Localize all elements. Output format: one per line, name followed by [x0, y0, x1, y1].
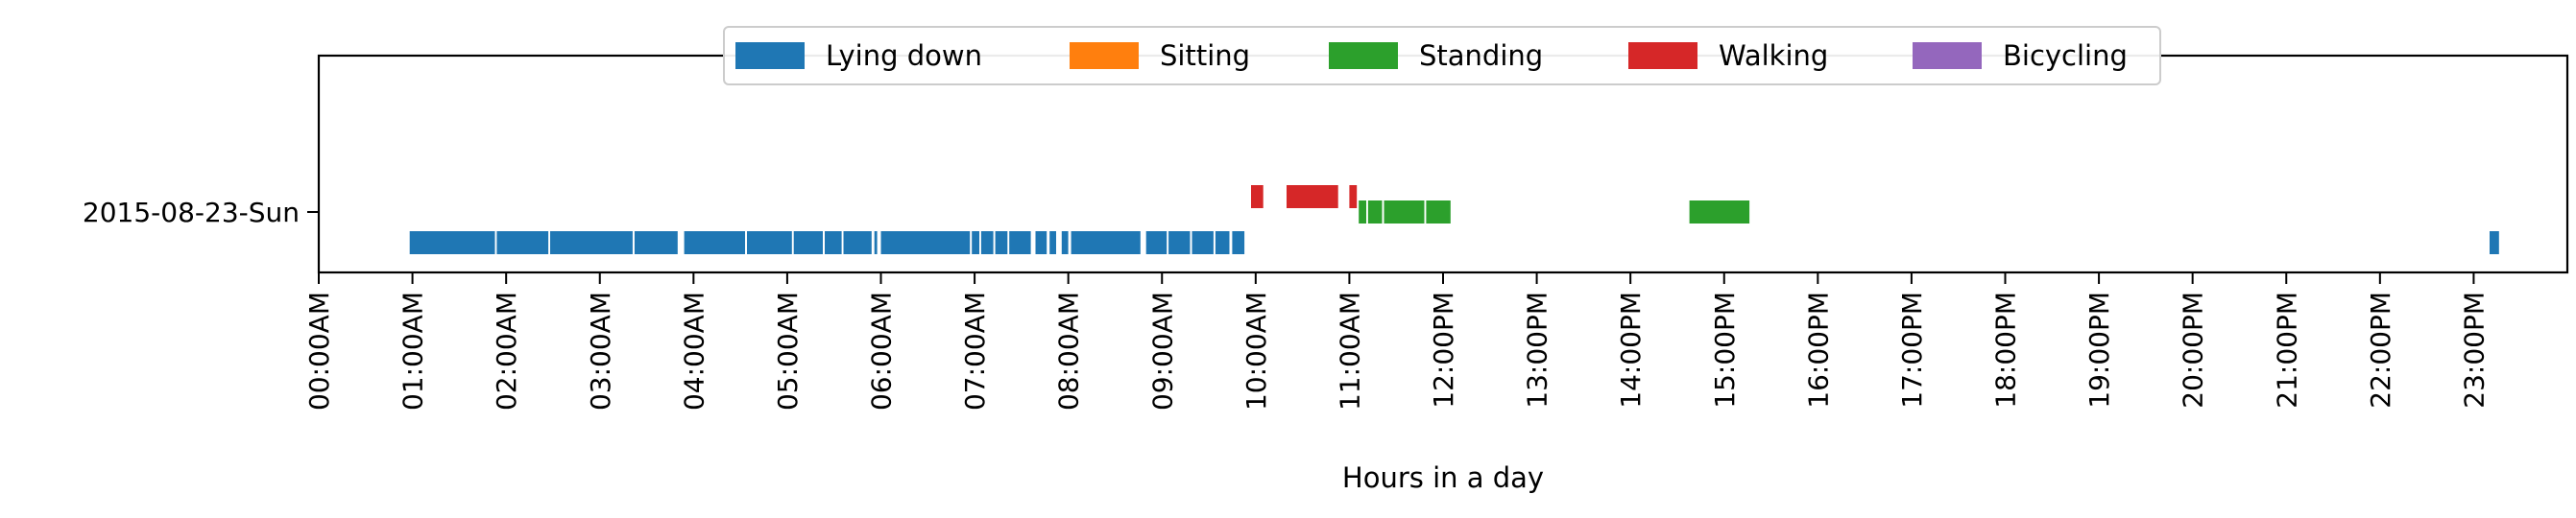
x-tick-label: 13:00PM [1522, 292, 1553, 409]
bar-lying-down-16 [1049, 231, 1056, 254]
legend-label-walking: Walking [1719, 39, 1828, 72]
x-tick-label: 09:00AM [1146, 292, 1178, 411]
x-tick-label: 08:00AM [1053, 292, 1085, 411]
bar-lying-down-0 [409, 231, 495, 254]
x-tick-label: 18:00PM [1990, 292, 2022, 409]
x-tick-label: 12:00PM [1428, 292, 1459, 409]
legend-swatch-sitting [1070, 42, 1139, 69]
bar-lying-down-5 [747, 231, 792, 254]
legend-label-sitting: Sitting [1160, 39, 1250, 72]
legend-swatch-bicycling [1913, 42, 1982, 69]
bar-lying-down-20 [1168, 231, 1191, 254]
bar-standing-4 [1689, 200, 1750, 224]
bar-lying-down-21 [1192, 231, 1214, 254]
bar-lying-down-17 [1061, 231, 1069, 254]
x-tick-label: 03:00AM [585, 292, 616, 411]
bar-standing-3 [1426, 200, 1451, 224]
bar-standing-1 [1367, 200, 1383, 224]
x-axis-label: Hours in a day [1342, 461, 1544, 494]
bar-standing-2 [1384, 200, 1425, 224]
x-tick-label: 22:00PM [2365, 292, 2396, 409]
x-tick-label: 05:00AM [772, 292, 804, 411]
bar-lying-down-6 [793, 231, 823, 254]
y-tick-label: 2015-08-23-Sun [83, 197, 300, 228]
x-tick-label: 04:00AM [678, 292, 710, 411]
x-axis: 00:00AM 01:00AM 02:00AM 03:00AM 04:00AM 05:00… [303, 272, 2490, 411]
activity-bars [409, 185, 2499, 254]
bar-lying-down-15 [1035, 231, 1047, 254]
x-tick-label: 15:00PM [1709, 292, 1741, 409]
x-tick-label: 00:00AM [303, 292, 335, 411]
bar-lying-down-10 [880, 231, 971, 254]
bar-lying-down-3 [634, 231, 678, 254]
legend-swatch-standing [1329, 42, 1398, 69]
x-tick-label: 23:00PM [2458, 292, 2490, 409]
x-tick-label: 20:00PM [2178, 292, 2209, 409]
x-tick-label: 10:00AM [1240, 292, 1272, 411]
x-tick-label: 14:00PM [1615, 292, 1647, 409]
bar-lying-down-9 [874, 231, 878, 254]
x-tick-label: 07:00AM [959, 292, 991, 411]
legend: Lying down Sitting Standing Walking Bicyclin… [723, 26, 2161, 85]
bar-lying-down-1 [496, 231, 549, 254]
bar-lying-down-24 [2490, 231, 2499, 254]
legend-box [723, 26, 2161, 85]
bar-lying-down-23 [1232, 231, 1245, 254]
bar-walking-2 [1349, 185, 1358, 208]
legend-swatch-walking [1628, 42, 1697, 69]
bar-lying-down-18 [1071, 231, 1141, 254]
x-tick-label: 17:00PM [1896, 292, 1928, 409]
x-tick-label: 06:00AM [866, 292, 898, 411]
bar-lying-down-4 [684, 231, 745, 254]
bar-lying-down-11 [972, 231, 979, 254]
bar-walking-1 [1287, 185, 1338, 208]
bar-lying-down-22 [1215, 231, 1230, 254]
legend-label-lying-down: Lying down [826, 39, 982, 72]
x-tick-label: 21:00PM [2271, 292, 2302, 409]
bar-standing-0 [1359, 200, 1366, 224]
bar-lying-down-7 [825, 231, 842, 254]
bar-walking-0 [1251, 185, 1264, 208]
legend-swatch-lying-down [735, 42, 805, 69]
bar-lying-down-13 [995, 231, 1008, 254]
legend-label-bicycling: Bicycling [2003, 39, 2128, 72]
bar-lying-down-19 [1145, 231, 1168, 254]
bar-lying-down-12 [980, 231, 994, 254]
legend-label-standing: Standing [1419, 39, 1543, 72]
y-axis: 2015-08-23-Sun [83, 197, 319, 228]
bar-lying-down-14 [1009, 231, 1031, 254]
x-tick-label: 01:00AM [397, 292, 429, 411]
x-tick-label: 19:00PM [2083, 292, 2115, 409]
bar-lying-down-2 [550, 231, 633, 254]
x-tick-label: 16:00PM [1802, 292, 1834, 409]
x-tick-label: 02:00AM [491, 292, 522, 411]
x-tick-label: 11:00AM [1334, 292, 1365, 411]
bar-lying-down-8 [843, 231, 872, 254]
